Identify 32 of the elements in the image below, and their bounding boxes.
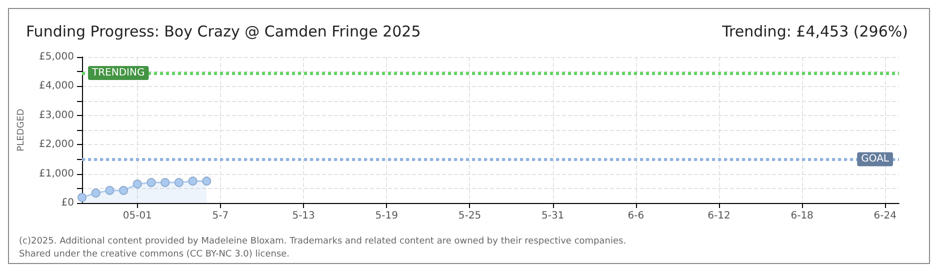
x-tick-label: 05-01 xyxy=(122,210,152,222)
y-tick-label: £4,000 xyxy=(39,80,74,92)
y-tick-label: £3,000 xyxy=(39,110,74,121)
point xyxy=(91,188,100,198)
point xyxy=(202,176,212,186)
x-tick-label: 5-7 xyxy=(212,210,229,222)
y-tick-label: £5,000 xyxy=(39,52,74,62)
chart-title: Funding Progress: Boy Crazy @ Camden Fringe 2025 xyxy=(26,22,421,40)
x-tick-label: 6-24 xyxy=(874,210,897,222)
x-tick-label: 6-6 xyxy=(628,210,644,222)
x-tick-label: 5-25 xyxy=(458,210,482,222)
chart-subtitle: Trending: £4,453 (296%) xyxy=(721,22,908,40)
x-tick-label: 5-19 xyxy=(375,210,398,222)
ref-line-label: GOAL xyxy=(861,154,890,165)
point xyxy=(132,180,142,189)
text: Shared under the creative commons (CC BY-NC 3.0) license. xyxy=(19,250,290,260)
x-tick-label: 6-18 xyxy=(790,210,814,222)
point xyxy=(146,178,156,188)
point xyxy=(188,176,198,186)
point xyxy=(160,178,170,188)
y-tick-label: £2,000 xyxy=(39,139,74,150)
x-tick-label: 6-12 xyxy=(708,210,730,222)
y-axis-title: PLEDGED xyxy=(16,108,26,152)
y-tick-label: £0 xyxy=(61,198,74,208)
x-tick-label: 5-31 xyxy=(541,210,564,222)
point xyxy=(119,186,128,195)
point xyxy=(174,178,184,188)
y-tick-label: £1,000 xyxy=(39,168,74,180)
point xyxy=(105,186,114,195)
text: (c)2025. Additional content provided by Madeleine Bloxam. Trademarks and related content are owned by their respective companies. xyxy=(19,236,626,246)
x-tick-label: 5-13 xyxy=(292,210,315,222)
ref-line-label: TRENDING xyxy=(91,67,145,78)
